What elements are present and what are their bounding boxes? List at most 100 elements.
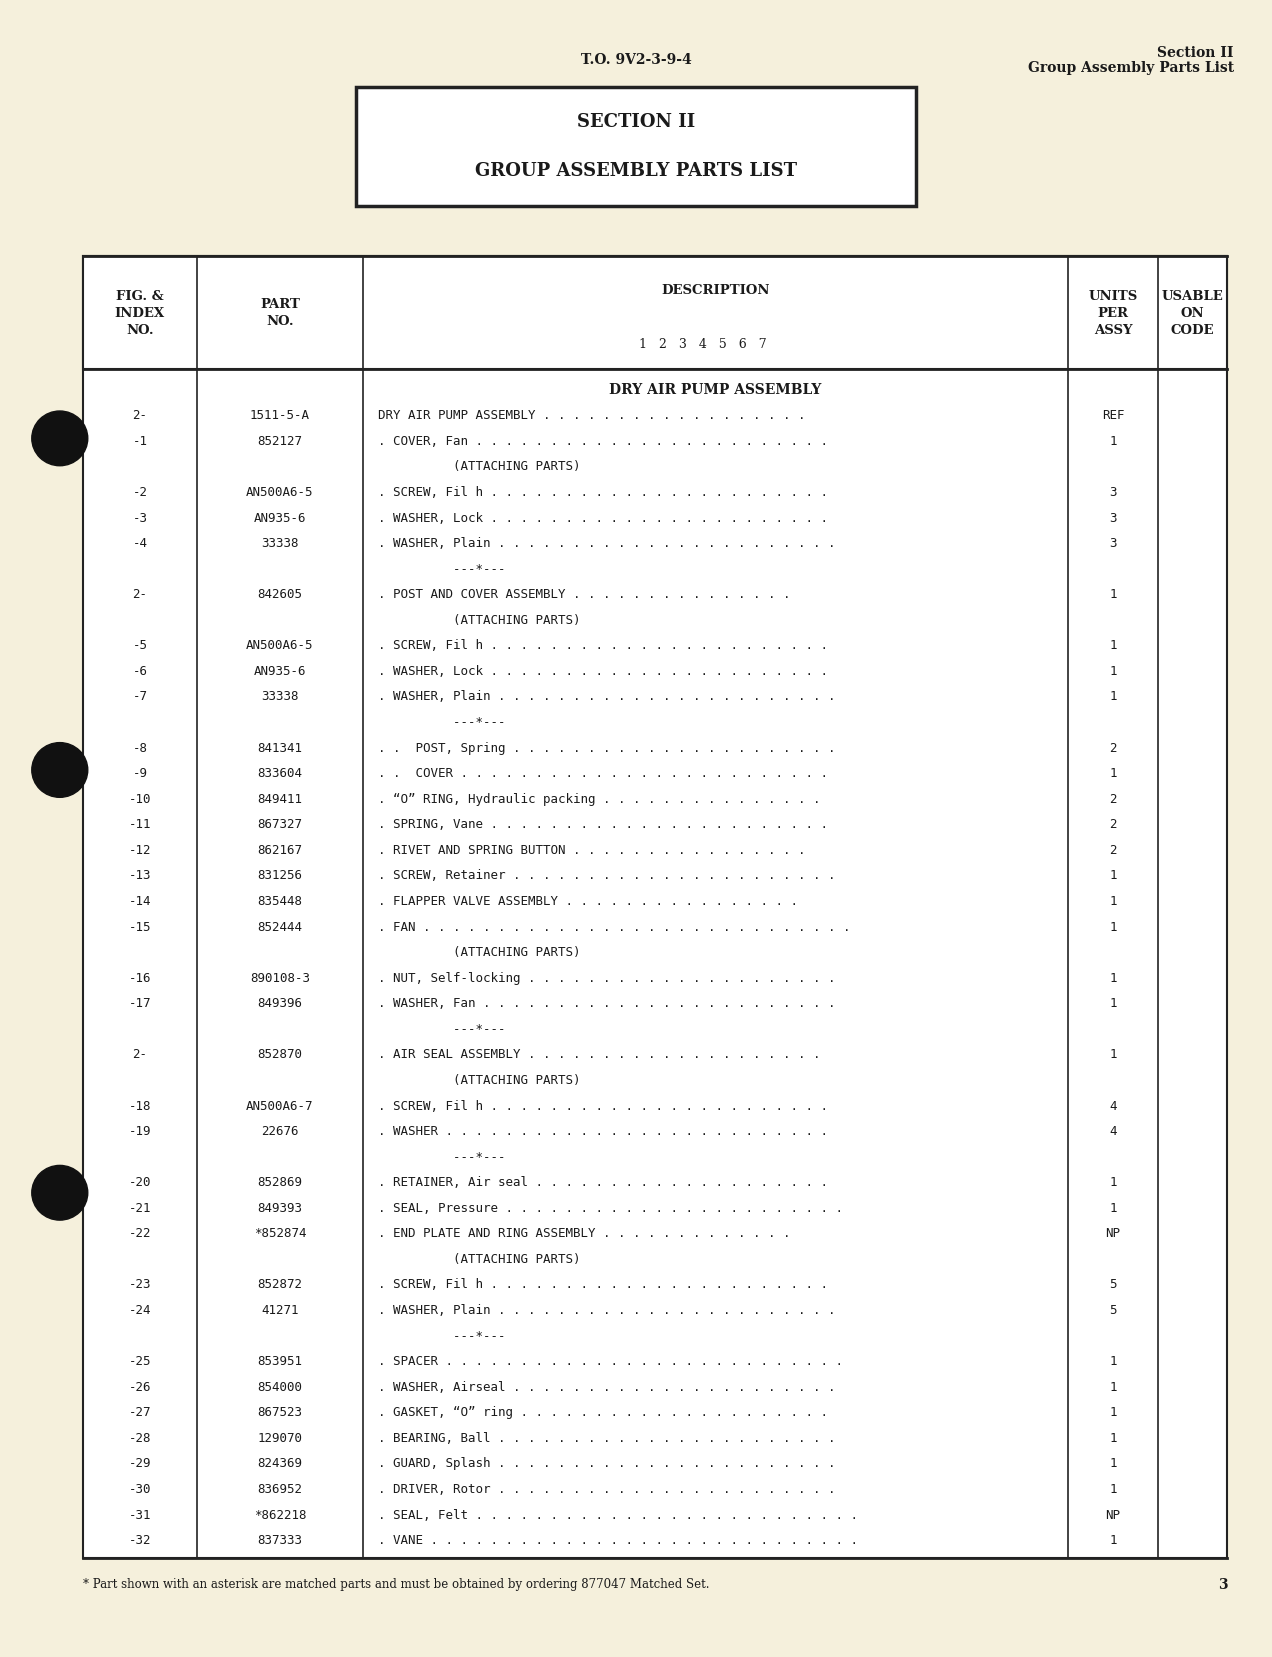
Text: -30: -30 — [128, 1481, 151, 1495]
Text: . WASHER, Lock . . . . . . . . . . . . . . . . . . . . . . .: . WASHER, Lock . . . . . . . . . . . . .… — [378, 512, 828, 524]
Text: 852872: 852872 — [257, 1278, 303, 1291]
Text: 1: 1 — [1109, 1047, 1117, 1060]
Text: AN500A6-5: AN500A6-5 — [245, 640, 314, 651]
Ellipse shape — [32, 411, 88, 467]
Text: DRY AIR PUMP ASSEMBLY: DRY AIR PUMP ASSEMBLY — [609, 383, 822, 398]
Text: 5: 5 — [1109, 1304, 1117, 1316]
Text: REF: REF — [1102, 409, 1124, 423]
Text: 1: 1 — [1109, 895, 1117, 908]
Text: GROUP ASSEMBLY PARTS LIST: GROUP ASSEMBLY PARTS LIST — [474, 162, 798, 181]
Text: 841341: 841341 — [257, 741, 303, 754]
Text: -14: -14 — [128, 895, 151, 908]
Text: 1: 1 — [1109, 1175, 1117, 1188]
Text: 852870: 852870 — [257, 1047, 303, 1060]
Text: 41271: 41271 — [261, 1304, 299, 1316]
Text: 833604: 833604 — [257, 767, 303, 780]
Text: 831256: 831256 — [257, 868, 303, 882]
Text: -17: -17 — [128, 996, 151, 1009]
Text: 835448: 835448 — [257, 895, 303, 908]
Text: 1: 1 — [1109, 1481, 1117, 1495]
Text: . FAN . . . . . . . . . . . . . . . . . . . . . . . . . . . . .: . FAN . . . . . . . . . . . . . . . . . … — [378, 920, 850, 933]
Text: . BEARING, Ball . . . . . . . . . . . . . . . . . . . . . . .: . BEARING, Ball . . . . . . . . . . . . … — [378, 1432, 836, 1443]
Text: 852869: 852869 — [257, 1175, 303, 1188]
Text: -4: -4 — [132, 537, 148, 550]
Text: . “O” RING, Hydraulic packing . . . . . . . . . . . . . . .: . “O” RING, Hydraulic packing . . . . . … — [378, 792, 820, 805]
Text: 837333: 837333 — [257, 1533, 303, 1546]
Text: 1: 1 — [1109, 434, 1117, 447]
Text: AN500A6-7: AN500A6-7 — [245, 1099, 314, 1112]
Text: 1: 1 — [1109, 1432, 1117, 1443]
Text: 2: 2 — [1109, 792, 1117, 805]
Text: 3: 3 — [1109, 486, 1117, 499]
Text: NP: NP — [1105, 1226, 1121, 1239]
Text: . WASHER . . . . . . . . . . . . . . . . . . . . . . . . . .: . WASHER . . . . . . . . . . . . . . . .… — [378, 1125, 828, 1137]
Text: . FLAPPER VALVE ASSEMBLY . . . . . . . . . . . . . . . .: . FLAPPER VALVE ASSEMBLY . . . . . . . .… — [378, 895, 798, 908]
Text: UNITS
PER
ASSY: UNITS PER ASSY — [1089, 290, 1137, 336]
Text: . SPRING, Vane . . . . . . . . . . . . . . . . . . . . . . .: . SPRING, Vane . . . . . . . . . . . . .… — [378, 819, 828, 830]
Text: . SEAL, Pressure . . . . . . . . . . . . . . . . . . . . . . .: . SEAL, Pressure . . . . . . . . . . . .… — [378, 1201, 843, 1215]
Text: -25: -25 — [128, 1354, 151, 1367]
Text: 1: 1 — [1109, 588, 1117, 601]
Text: 1: 1 — [1109, 664, 1117, 678]
Text: -15: -15 — [128, 920, 151, 933]
Text: . COVER, Fan . . . . . . . . . . . . . . . . . . . . . . . .: . COVER, Fan . . . . . . . . . . . . . .… — [378, 434, 828, 447]
Text: 1: 1 — [1109, 971, 1117, 984]
Text: -23: -23 — [128, 1278, 151, 1291]
Text: NP: NP — [1105, 1508, 1121, 1521]
Text: 852444: 852444 — [257, 920, 303, 933]
Text: -12: -12 — [128, 843, 151, 857]
Text: . POST AND COVER ASSEMBLY . . . . . . . . . . . . . . .: . POST AND COVER ASSEMBLY . . . . . . . … — [378, 588, 790, 601]
Text: 890108-3: 890108-3 — [249, 971, 310, 984]
Text: . AIR SEAL ASSEMBLY . . . . . . . . . . . . . . . . . . . .: . AIR SEAL ASSEMBLY . . . . . . . . . . … — [378, 1047, 820, 1060]
Ellipse shape — [32, 1167, 88, 1220]
Text: 1: 1 — [1109, 1354, 1117, 1367]
Text: -31: -31 — [128, 1508, 151, 1521]
Text: (ATTACHING PARTS): (ATTACHING PARTS) — [378, 1074, 580, 1087]
Text: 1: 1 — [1109, 689, 1117, 703]
Text: USABLE
ON
CODE: USABLE ON CODE — [1161, 290, 1224, 336]
Text: . VANE . . . . . . . . . . . . . . . . . . . . . . . . . . . . .: . VANE . . . . . . . . . . . . . . . . .… — [378, 1533, 857, 1546]
Text: -16: -16 — [128, 971, 151, 984]
Text: -22: -22 — [128, 1226, 151, 1239]
Text: DRY AIR PUMP ASSEMBLY . . . . . . . . . . . . . . . . . .: DRY AIR PUMP ASSEMBLY . . . . . . . . . … — [378, 409, 805, 423]
Text: 1: 1 — [1109, 1405, 1117, 1418]
Text: -13: -13 — [128, 868, 151, 882]
Text: -32: -32 — [128, 1533, 151, 1546]
Text: 4: 4 — [1109, 1125, 1117, 1137]
Text: -26: -26 — [128, 1380, 151, 1394]
Text: . WASHER, Plain . . . . . . . . . . . . . . . . . . . . . . .: . WASHER, Plain . . . . . . . . . . . . … — [378, 1304, 836, 1316]
Text: 1: 1 — [1109, 1533, 1117, 1546]
Text: . WASHER, Plain . . . . . . . . . . . . . . . . . . . . . . .: . WASHER, Plain . . . . . . . . . . . . … — [378, 537, 836, 550]
Text: -6: -6 — [132, 664, 148, 678]
Text: -21: -21 — [128, 1201, 151, 1215]
Text: *862218: *862218 — [253, 1508, 307, 1521]
Text: 1: 1 — [1109, 1457, 1117, 1470]
Text: ---*---: ---*--- — [378, 562, 505, 575]
Text: 22676: 22676 — [261, 1125, 299, 1137]
Text: 1511-5-A: 1511-5-A — [249, 409, 310, 423]
Text: -28: -28 — [128, 1432, 151, 1443]
FancyBboxPatch shape — [356, 88, 916, 207]
Text: ---*---: ---*--- — [378, 1022, 505, 1036]
Text: AN935-6: AN935-6 — [253, 512, 307, 524]
Text: 2-: 2- — [132, 1047, 148, 1060]
Bar — [83, 257, 1227, 370]
Text: 2-: 2- — [132, 588, 148, 601]
Text: . NUT, Self-locking . . . . . . . . . . . . . . . . . . . . .: . NUT, Self-locking . . . . . . . . . . … — [378, 971, 836, 984]
Text: . END PLATE AND RING ASSEMBLY . . . . . . . . . . . . .: . END PLATE AND RING ASSEMBLY . . . . . … — [378, 1226, 790, 1239]
Text: 849396: 849396 — [257, 996, 303, 1009]
Text: -19: -19 — [128, 1125, 151, 1137]
Text: 867523: 867523 — [257, 1405, 303, 1418]
Text: *852874: *852874 — [253, 1226, 307, 1239]
Text: . SCREW, Retainer . . . . . . . . . . . . . . . . . . . . . .: . SCREW, Retainer . . . . . . . . . . . … — [378, 868, 836, 882]
Text: 867327: 867327 — [257, 819, 303, 830]
Text: Section II: Section II — [1158, 46, 1234, 60]
Text: 2-: 2- — [132, 409, 148, 423]
Text: Group Assembly Parts List: Group Assembly Parts List — [1028, 61, 1234, 75]
Text: AN935-6: AN935-6 — [253, 664, 307, 678]
Text: -29: -29 — [128, 1457, 151, 1470]
Text: 849393: 849393 — [257, 1201, 303, 1215]
Text: 836952: 836952 — [257, 1481, 303, 1495]
Text: (ATTACHING PARTS): (ATTACHING PARTS) — [378, 1253, 580, 1266]
Text: . SPACER . . . . . . . . . . . . . . . . . . . . . . . . . . .: . SPACER . . . . . . . . . . . . . . . .… — [378, 1354, 843, 1367]
